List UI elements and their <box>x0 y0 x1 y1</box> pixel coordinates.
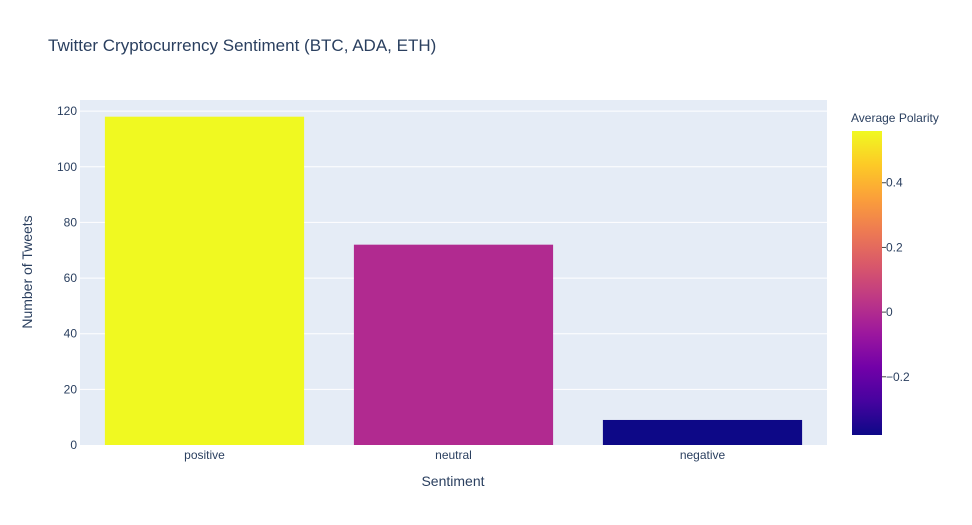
y-tick-label: 60 <box>64 271 78 285</box>
colorbar <box>852 131 882 435</box>
y-tick-label: 80 <box>64 215 78 229</box>
colorbar-tick-label: 0.4 <box>886 176 903 190</box>
y-axis-title: Number of Tweets <box>19 215 35 328</box>
y-tick-label: 40 <box>64 327 78 341</box>
y-axis-ticks: 0 20 40 60 80 100 120 <box>57 104 77 452</box>
x-tick-label: neutral <box>435 448 472 462</box>
x-tick-label: negative <box>680 448 726 462</box>
x-axis-title: Sentiment <box>421 473 484 489</box>
colorbar-ticks: 0.4 0.2 0 −0.2 <box>882 176 910 384</box>
y-tick-label: 0 <box>70 438 77 452</box>
chart-title: Twitter Cryptocurrency Sentiment (BTC, A… <box>48 36 436 55</box>
colorbar-title: Average Polarity <box>851 111 939 125</box>
x-axis-ticks: positive neutral negative <box>184 448 725 462</box>
bars <box>104 116 803 446</box>
x-tick-label: positive <box>184 448 225 462</box>
colorbar-tick-label: 0 <box>886 305 893 319</box>
colorbar-tick-label: 0.2 <box>886 240 903 254</box>
bar-positive <box>104 116 305 446</box>
y-tick-label: 100 <box>57 160 77 174</box>
y-tick-label: 120 <box>57 104 77 118</box>
bar-negative <box>602 419 803 445</box>
y-tick-label: 20 <box>64 382 78 396</box>
colorbar-tick-label: −0.2 <box>886 370 910 384</box>
bar-neutral <box>353 244 554 445</box>
